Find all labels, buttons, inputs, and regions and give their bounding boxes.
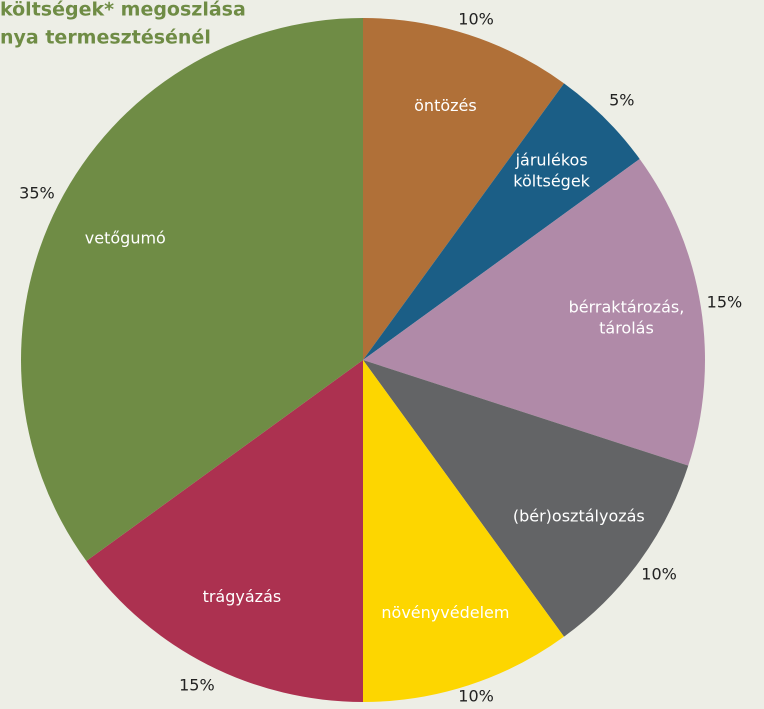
value-label: 10% <box>641 565 677 584</box>
pie-slice <box>363 158 706 466</box>
value-label: 5% <box>609 91 634 110</box>
pie-slice <box>86 360 363 702</box>
pie-slice <box>363 360 565 702</box>
slice-label: vetőgumó <box>85 228 166 247</box>
pie-slice <box>363 83 640 360</box>
slice-label: öntözés <box>414 96 477 115</box>
value-label: 15% <box>179 676 215 695</box>
value-label: 35% <box>19 183 55 202</box>
slice-label: trágyázás <box>203 587 282 606</box>
slice-label: tárolás <box>599 318 654 337</box>
value-label: 10% <box>458 10 494 29</box>
chart-title: nya termesztésénél <box>0 27 211 49</box>
value-label: 10% <box>458 687 494 706</box>
pie-slice <box>363 360 689 637</box>
pie-slice <box>20 18 363 562</box>
slice-label: járulékos <box>515 150 588 169</box>
slice-label: költségek <box>513 171 590 190</box>
slice-label: bérraktározás, <box>569 297 685 316</box>
pie-slice <box>363 18 565 360</box>
slice-label: növényvédelem <box>381 603 509 622</box>
slice-label: (bér)osztályozás <box>513 506 645 525</box>
value-label: 15% <box>707 292 743 311</box>
chart-title: költségek* megoszlása <box>0 0 246 21</box>
